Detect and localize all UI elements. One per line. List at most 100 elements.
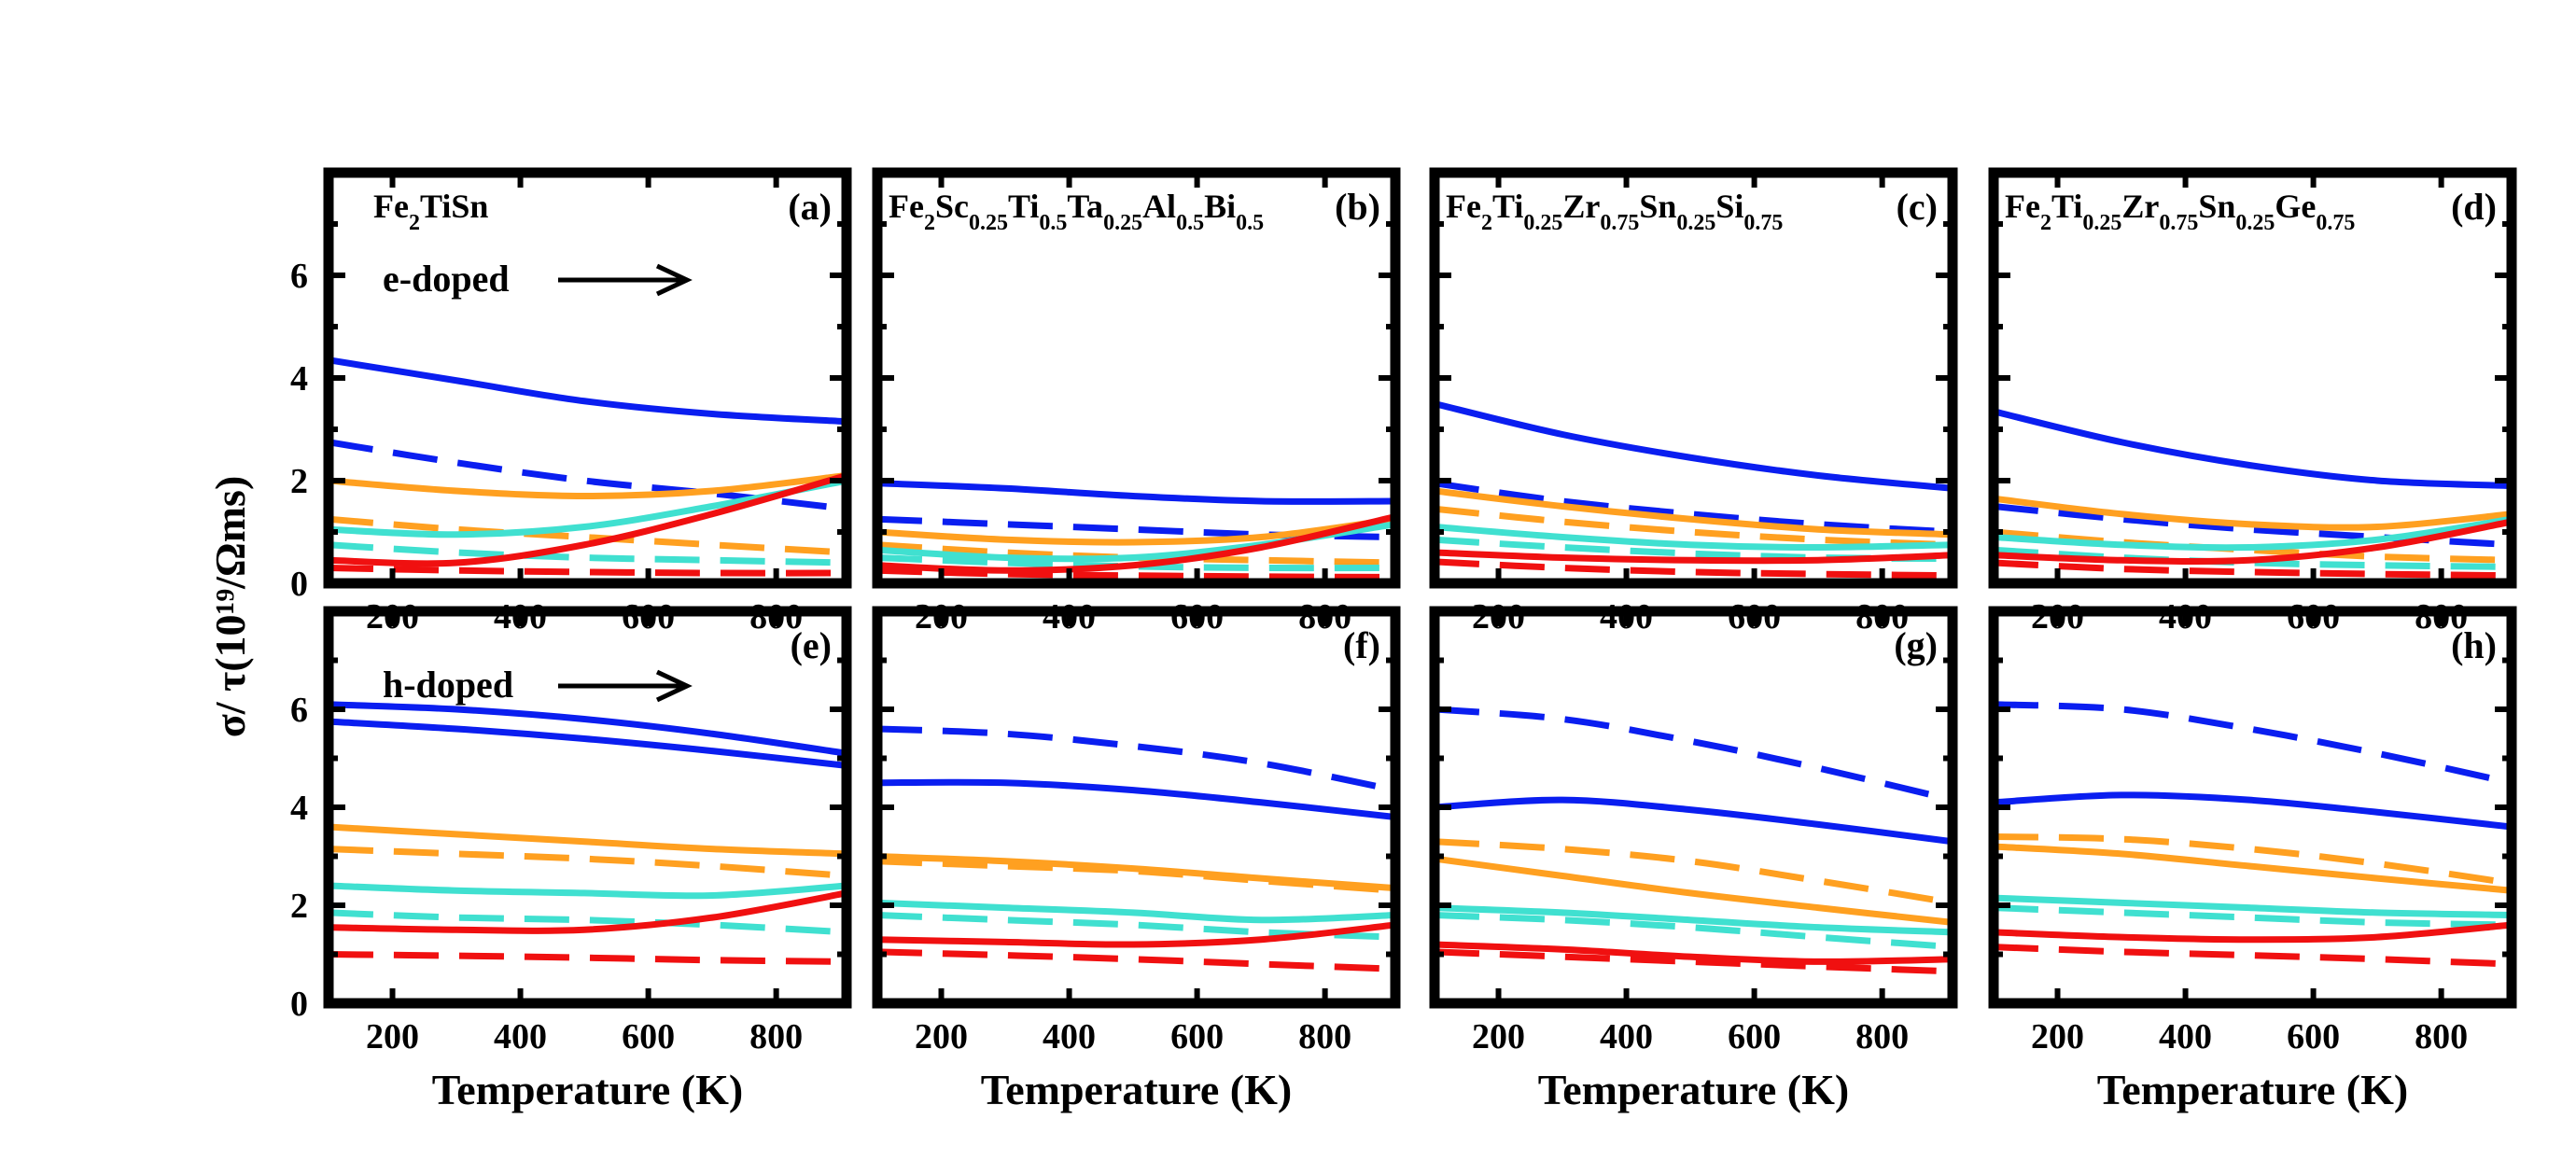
x-tick-label: 200 [1472,1017,1525,1056]
y-tick-label: 0 [290,985,308,1024]
panel-f-series [877,725,1395,972]
panel-c: 200400600800(c)Fe2Ti0.25Zr0.75Sn0.25Si0.… [1429,167,1958,636]
series-blue-solid-0 [329,701,847,757]
x-tick-label: 200 [915,1017,968,1056]
series-red-dashed-7 [877,567,1395,580]
panel-d: 200400600800(d)Fe2Ti0.25Zr0.75Sn0.25Ge0.… [1988,167,2517,636]
panel-label: (f) [1343,624,1380,666]
y-tick-label: 2 [290,887,308,926]
panel-title: Fe2Sc0.25Ti0.5Ta0.25Al0.5Bi0.5 [889,188,1264,235]
panel-label: (h) [2451,624,2497,666]
series-blue-solid-1 [329,718,847,769]
h-doped-label: h-doped [383,664,513,706]
series-red-solid-6 [1435,549,1953,565]
x-tick-label: 400 [1600,1017,1653,1056]
series-red-dashed-7 [1994,559,2512,580]
x-tick-label: 800 [1855,1017,1909,1056]
panel-label: (b) [1335,186,1380,228]
panel-h-series [1994,701,2512,968]
x-tick-label: 400 [2159,1017,2212,1056]
x-tick-label: 600 [622,1017,675,1056]
x-axis-label: Temperature (K) [432,1066,743,1113]
x-tick-label: 200 [2031,1017,2084,1056]
y-axis-label: σ/ τ(10¹⁹/Ωms) [206,476,254,738]
series-cyan-solid-4 [1994,894,2512,918]
series-red-dashed-7 [329,565,847,577]
panel-a-series [329,357,847,577]
panel-title: Fe2Ti0.25Zr0.75Sn0.25Si0.75 [1446,188,1783,235]
series-red-dashed-7 [329,951,847,965]
series-cyan-solid-4 [877,899,1395,924]
series-cyan-dashed-5 [329,909,847,936]
series-cyan-solid-4 [1435,904,1953,936]
series-cyan-solid-4 [1994,515,2512,552]
series-orange-dashed-3 [329,846,847,879]
series-blue-dashed-0 [1435,706,1953,804]
series-blue-solid-1 [1435,796,1953,846]
arrow-head-icon [655,263,693,297]
series-orange-dashed-3 [877,858,1395,894]
y-tick-label: 2 [290,462,308,501]
series-red-solid-6 [1994,921,2512,944]
series-red-dashed-7 [877,948,1395,972]
panel-g-series [1435,706,1953,975]
x-tick-label: 800 [1298,1017,1351,1056]
x-tick-label: 800 [749,1017,803,1056]
series-red-solid-6 [1435,941,1953,965]
panel-label: (d) [2451,186,2497,228]
panel-label: (c) [1897,186,1938,228]
series-orange-solid-3 [1994,843,2512,894]
e-doped-label: e-doped [383,258,510,300]
y-tick-label: 4 [290,359,308,399]
series-blue-solid-1 [1994,791,2512,831]
series-red-solid-6 [329,472,847,567]
panel-label: (a) [788,186,832,228]
x-tick-label: 600 [1170,1017,1224,1056]
series-cyan-dashed-5 [877,554,1395,572]
series-orange-dashed-3 [1435,505,1953,549]
series-cyan-dashed-5 [1435,912,1953,951]
panel-e: 200 400 600 800 0 2 4 6 Temperature (K) (e) h-dope… [290,606,852,1113]
panel-a-frame [323,167,852,589]
panel-c-series [1435,400,1953,580]
series-cyan-solid-4 [329,882,847,900]
x-tick-label: 600 [1728,1017,1781,1056]
series-red-dashed-7 [1994,944,2512,968]
series-cyan-dashed-5 [329,541,847,567]
panel-title: Fe2Ti0.25Zr0.75Sn0.25Ge0.75 [2005,188,2355,235]
series-orange-dashed-2 [1994,833,2512,887]
series-red-solid-6 [877,513,1395,574]
arrow-head-icon [655,669,693,703]
y-tick-label: 0 [290,565,308,604]
series-red-dashed-7 [1435,948,1953,975]
series-orange-solid-2 [1435,487,1953,539]
series-red-solid-6 [877,921,1395,948]
x-tick-label: 400 [1043,1017,1096,1056]
panel-title: Fe2TiSn [373,188,488,235]
x-tick-label: 400 [494,1017,547,1056]
y-tick-label: 4 [290,789,308,828]
series-blue-solid-0 [329,357,847,426]
panel-group: 2004006008000246(a)Fe2TiSne-doped2004006… [290,167,2517,1113]
y-tick-label: 6 [290,257,308,296]
series-blue-solid-1 [877,778,1395,820]
series-cyan-solid-4 [1435,524,1953,552]
series-orange-solid-2 [329,823,847,858]
series-orange-dashed-3 [877,541,1395,567]
panel-b-series [877,480,1395,580]
series-blue-dashed-0 [1994,701,2512,787]
panel-d-series [1994,408,2512,580]
series-blue-solid-0 [1994,408,2512,489]
panel-label: (e) [791,624,832,666]
panel-e-series [329,701,847,965]
x-axis-label: Temperature (K) [1538,1066,1849,1113]
series-orange-dashed-3 [1994,528,2512,564]
series-blue-solid-0 [877,480,1395,505]
series-blue-dashed-1 [329,439,847,512]
series-cyan-dashed-5 [1994,546,2512,570]
series-orange-solid-2 [1994,495,2512,531]
panel-b: 200400600800(b)Fe2Sc0.25Ti0.5Ta0.25Al0.5… [872,167,1401,636]
